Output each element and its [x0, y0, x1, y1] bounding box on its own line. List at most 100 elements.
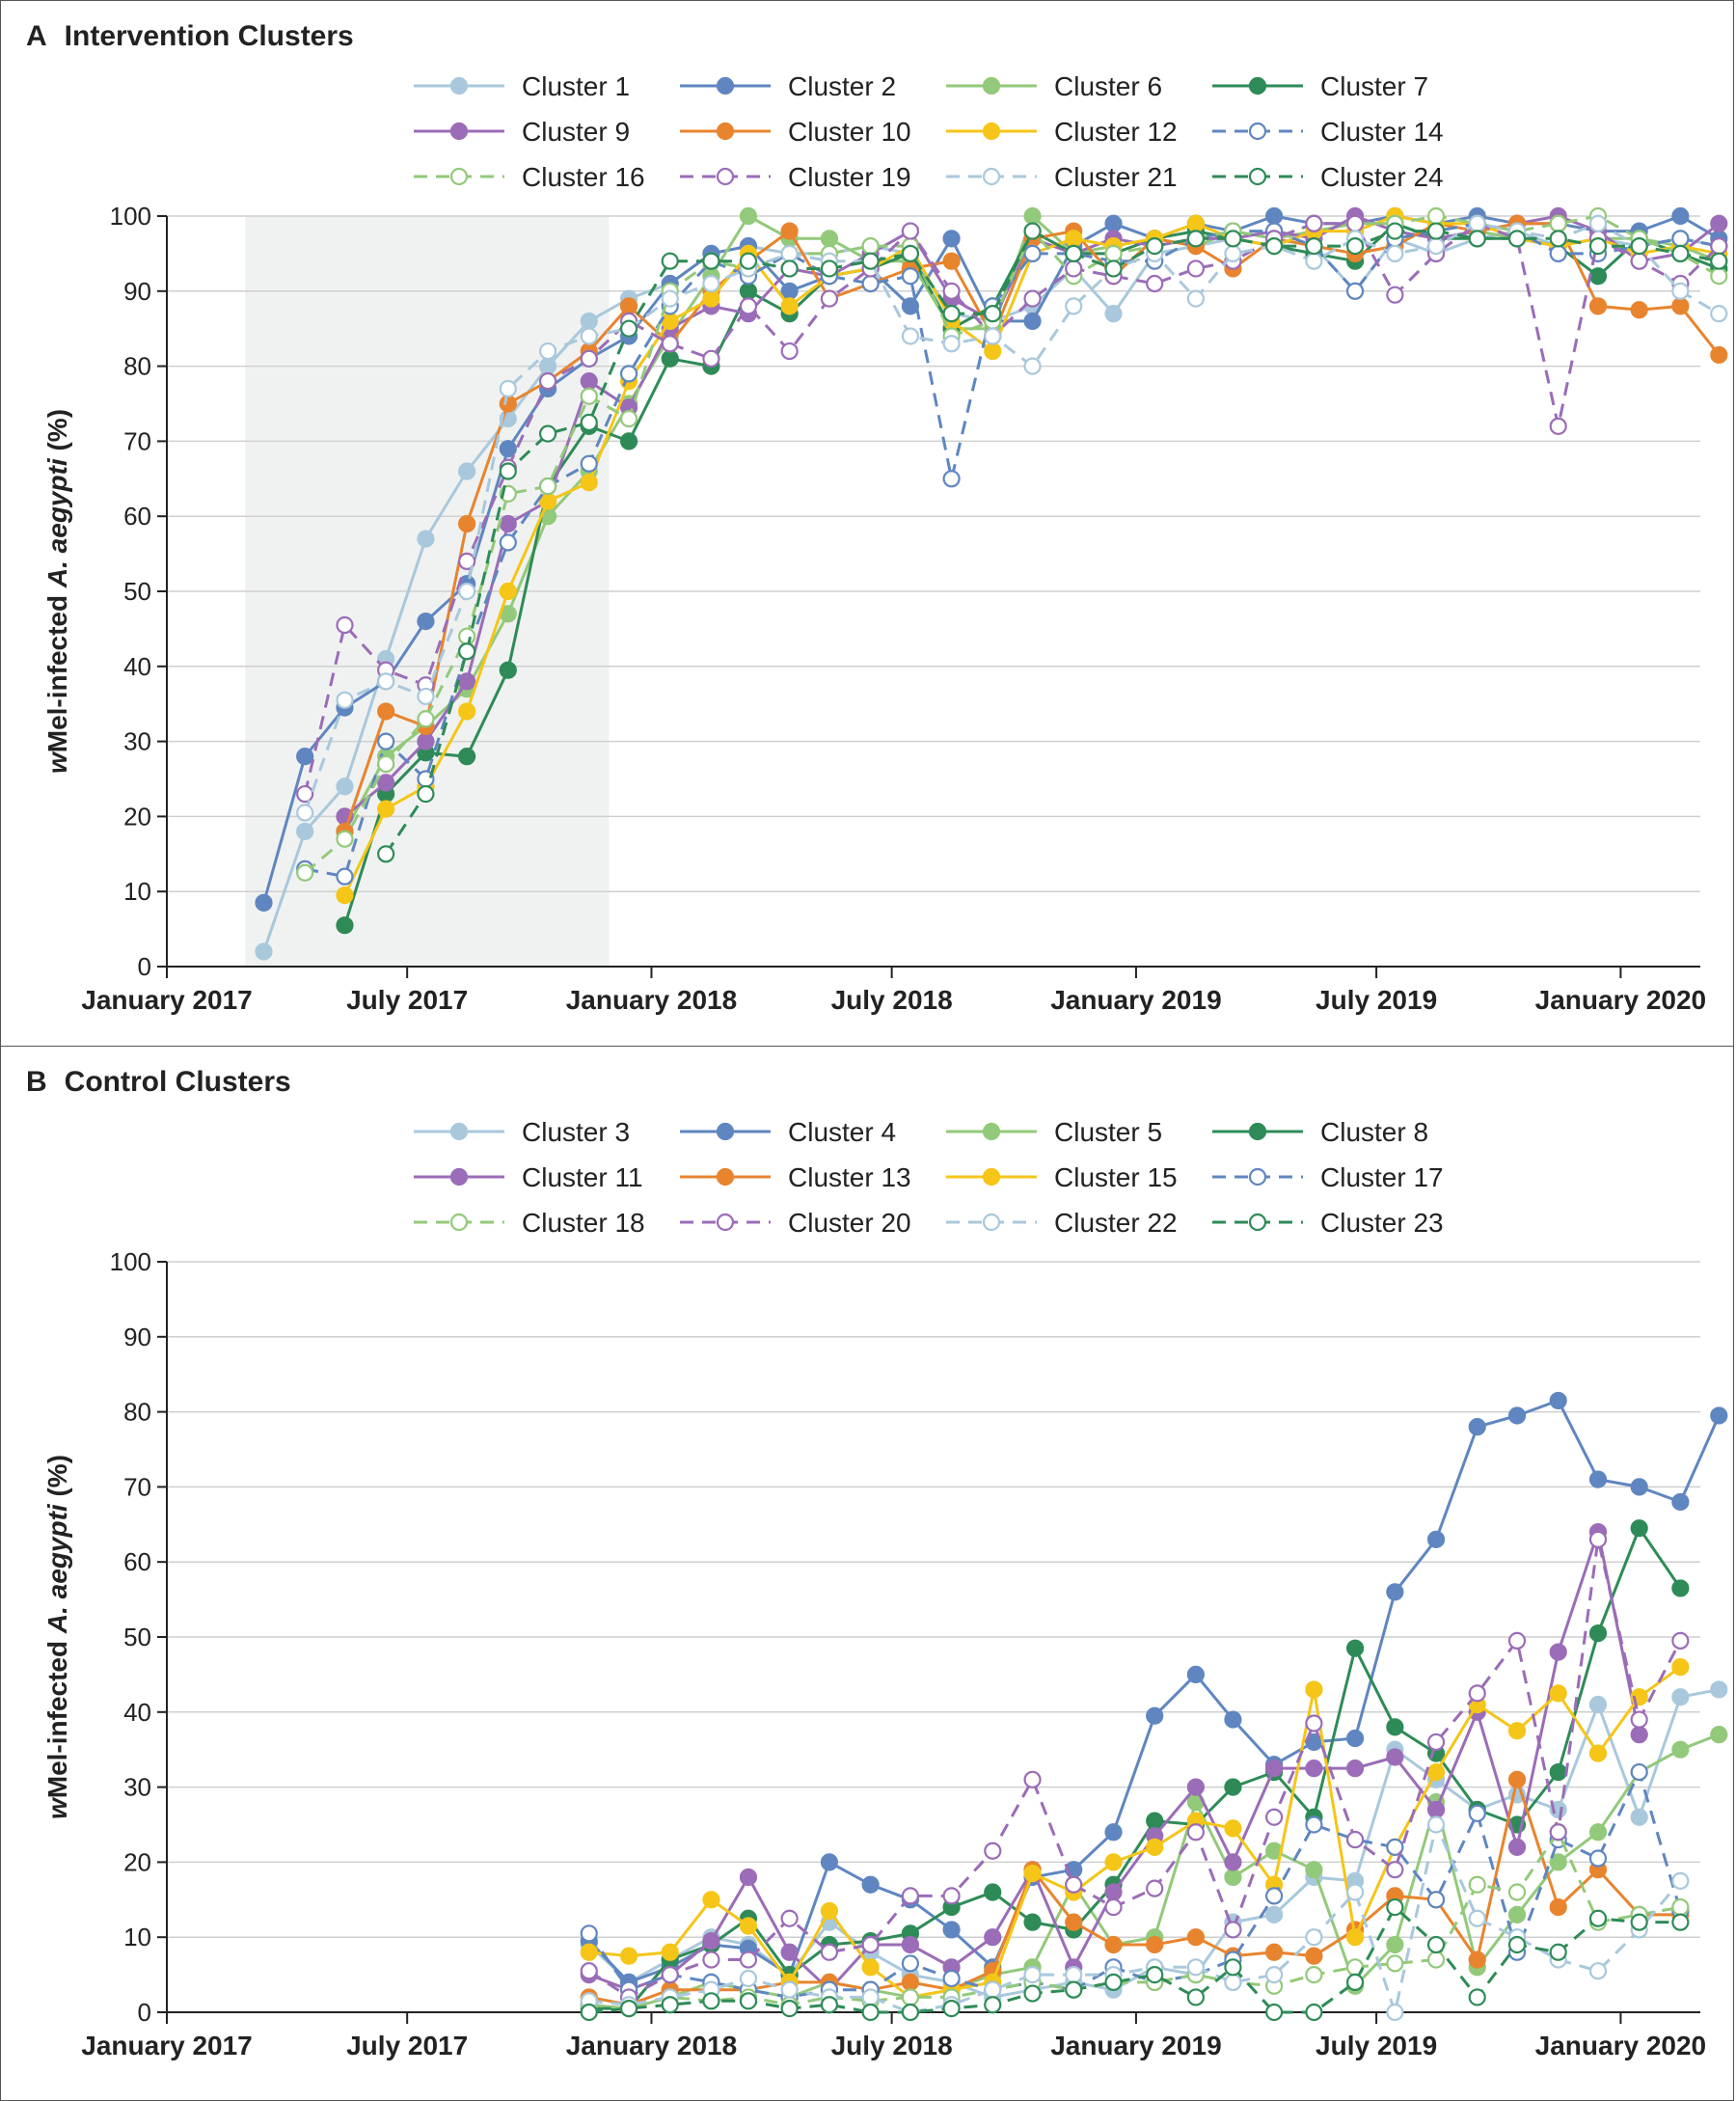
- data-point: [1146, 1812, 1164, 1830]
- legend-item: Cluster 12: [946, 117, 1178, 147]
- data-point: [739, 1868, 758, 1887]
- data-point: [296, 863, 314, 882]
- data-point: [1671, 1492, 1690, 1512]
- legend-item: Cluster 10: [680, 117, 911, 147]
- data-point: [1104, 1883, 1123, 1901]
- data-point: [336, 916, 354, 935]
- data-point: [499, 395, 517, 413]
- panel-a-letter: A: [26, 20, 47, 52]
- data-point: [336, 615, 354, 635]
- data-point: [1671, 1631, 1690, 1650]
- data-point: [1386, 1954, 1404, 1973]
- data-point: [1426, 1935, 1446, 1954]
- x-tick-label: January 2018: [566, 985, 737, 1015]
- data-point: [538, 477, 557, 496]
- legend-label: Cluster 2: [788, 71, 896, 101]
- data-point: [1710, 1406, 1728, 1425]
- data-point: [377, 774, 395, 792]
- legend-marker: [716, 1213, 735, 1232]
- x-tick-label: July 2019: [1316, 2031, 1437, 2060]
- panel-b-letter: B: [26, 1066, 47, 1098]
- data-point: [538, 372, 557, 391]
- data-point: [901, 2003, 920, 2022]
- data-point: [1426, 1800, 1446, 1819]
- data-point: [1507, 1406, 1527, 1425]
- data-point: [984, 1928, 1002, 1947]
- x-tick-label: January 2020: [1535, 985, 1706, 1015]
- y-tick-label: 50: [123, 1623, 151, 1651]
- data-point: [1630, 1710, 1648, 1729]
- legend-marker: [449, 76, 469, 96]
- data-point: [580, 413, 598, 432]
- series-line: [304, 222, 1720, 879]
- data-point: [1345, 1729, 1365, 1748]
- data-point: [1549, 1643, 1567, 1661]
- data-point: [1265, 1943, 1284, 1961]
- series-line: [588, 1823, 1682, 2014]
- data-point: [1224, 244, 1242, 262]
- y-tick-label: 30: [123, 1773, 151, 1802]
- data-point: [901, 267, 920, 286]
- data-point: [901, 297, 920, 315]
- legend-label: Cluster 1: [522, 71, 630, 101]
- data-point: [619, 297, 638, 315]
- legend-label: Cluster 16: [522, 162, 645, 192]
- data-point: [1305, 1760, 1323, 1778]
- legend-marker: [449, 122, 469, 141]
- data-point: [1507, 1631, 1527, 1650]
- legend-label: Cluster 4: [788, 1117, 896, 1147]
- data-point: [1023, 1770, 1042, 1788]
- data-point: [296, 748, 314, 766]
- data-point: [538, 424, 557, 443]
- y-tick-label: 30: [123, 727, 151, 756]
- legend-marker: [1248, 167, 1267, 186]
- data-point: [1224, 1819, 1242, 1838]
- y-tick-label: 20: [123, 1847, 151, 1876]
- data-point: [1710, 214, 1728, 232]
- data-point: [1305, 1947, 1323, 1965]
- data-point: [702, 349, 720, 368]
- data-point: [820, 1853, 839, 1871]
- data-point: [820, 1943, 839, 1961]
- data-point: [1305, 1680, 1323, 1699]
- y-tick-label: 70: [123, 426, 151, 455]
- data-point: [702, 1992, 720, 2010]
- legend-item: Cluster 14: [1212, 117, 1444, 147]
- data-point: [1023, 1913, 1042, 1931]
- data-point: [1265, 2003, 1284, 2022]
- data-point: [1468, 230, 1486, 248]
- y-tick-label: 40: [123, 1698, 151, 1727]
- data-point: [1345, 1973, 1365, 1991]
- data-point: [1065, 297, 1083, 315]
- data-point: [1065, 1965, 1083, 1984]
- legend-label: Cluster 5: [1054, 1117, 1162, 1147]
- data-point: [1507, 1838, 1527, 1856]
- legend-label: Cluster 19: [788, 162, 911, 192]
- data-point: [984, 327, 1002, 345]
- data-point: [1630, 1519, 1648, 1538]
- data-point: [702, 274, 720, 293]
- data-point: [1468, 1418, 1486, 1436]
- data-point: [1023, 1864, 1042, 1883]
- data-point: [336, 886, 354, 905]
- data-point: [984, 1980, 1002, 1999]
- data-point: [1630, 301, 1648, 319]
- data-point: [1630, 1478, 1648, 1496]
- data-point: [942, 1969, 961, 1988]
- data-point: [1549, 1853, 1567, 1871]
- legend-marker: [982, 1122, 1001, 1141]
- data-point: [901, 1988, 920, 2006]
- data-point: [1224, 1868, 1242, 1887]
- data-point: [901, 1887, 920, 1905]
- data-point: [1345, 1928, 1365, 1947]
- legend-marker: [716, 1167, 735, 1187]
- data-point: [1630, 237, 1648, 256]
- legend-label: Cluster 24: [1320, 162, 1444, 192]
- data-point: [458, 702, 476, 721]
- data-point: [499, 533, 517, 552]
- y-tick-label: 100: [110, 202, 151, 231]
- data-point: [1549, 244, 1567, 262]
- series-line: [384, 230, 1720, 856]
- data-point: [499, 440, 517, 458]
- data-point: [458, 748, 476, 766]
